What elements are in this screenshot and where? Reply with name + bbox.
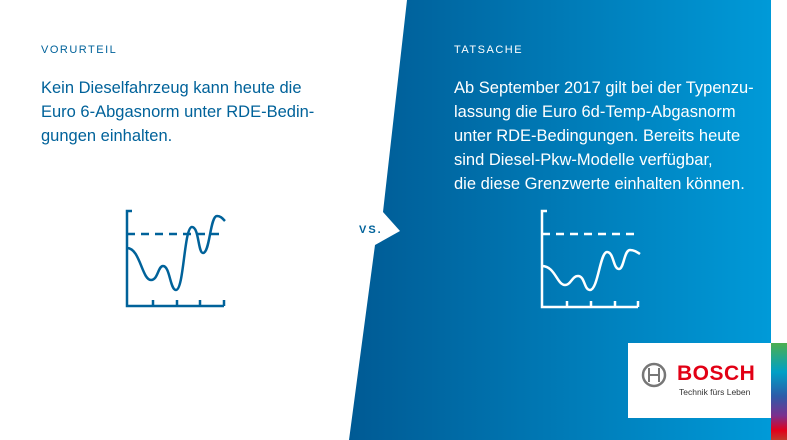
bosch-armature-icon — [641, 362, 667, 388]
fact-panel — [349, 0, 771, 440]
curve — [126, 214, 226, 292]
fact-label: TATSACHE — [454, 44, 524, 56]
color-strip — [771, 343, 787, 440]
vs-label: VS. — [359, 224, 383, 236]
brand-name: BOSCH — [677, 362, 756, 385]
curve — [541, 248, 641, 292]
axis — [125, 209, 226, 308]
prejudice-text: Kein Dieselfahrzeug kann heute die Euro … — [41, 79, 315, 145]
prejudice-label: VORURTEIL — [41, 44, 118, 56]
fact-text: Ab September 2017 gilt bei der Typenzu- … — [454, 79, 754, 193]
brand-slogan: Technik fürs Leben — [679, 387, 751, 397]
bosch-logo — [628, 343, 771, 418]
axis — [540, 209, 640, 309]
